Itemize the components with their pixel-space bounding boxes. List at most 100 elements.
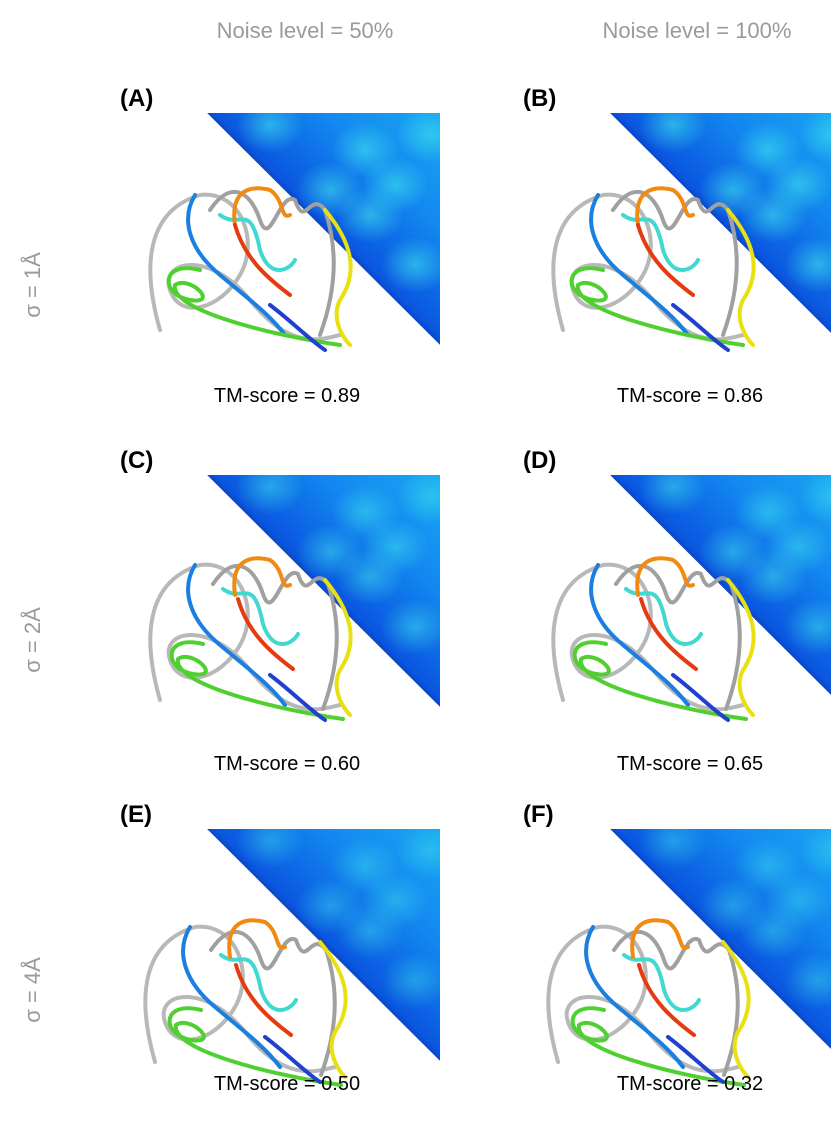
contact-blob xyxy=(639,475,707,515)
ribbon xyxy=(639,597,698,671)
ribbon xyxy=(671,303,730,352)
panel: (E) xyxy=(120,801,440,1087)
contact-map xyxy=(610,113,831,345)
contact-blob xyxy=(236,829,304,869)
contact-blob xyxy=(381,599,440,655)
contact-blob xyxy=(296,524,364,580)
ribbon xyxy=(268,303,327,352)
structure xyxy=(148,556,353,722)
ribbon xyxy=(569,266,745,347)
panel-label: (B) xyxy=(523,85,556,112)
contact-map-body xyxy=(610,113,831,345)
contact-blob xyxy=(699,878,767,934)
ribbon xyxy=(721,940,751,1079)
row-label: σ = 1Å xyxy=(20,252,45,318)
contact-blob xyxy=(799,829,831,879)
ribbon xyxy=(621,213,700,272)
structure xyxy=(551,556,756,722)
contact-map xyxy=(610,475,831,707)
ribbon xyxy=(635,186,695,227)
contact-blob xyxy=(764,873,831,929)
ribbon xyxy=(726,578,756,717)
structure xyxy=(143,918,348,1087)
ribbon xyxy=(323,578,353,717)
contact-map xyxy=(207,475,440,707)
ribbon xyxy=(234,963,293,1037)
structure xyxy=(148,186,353,352)
ribbon xyxy=(186,193,287,337)
contact-blob xyxy=(361,873,429,929)
contact-map xyxy=(207,113,440,345)
contact-map-body xyxy=(207,475,440,707)
ribbon xyxy=(635,556,695,597)
contact-blob xyxy=(784,237,831,293)
ribbon xyxy=(622,953,701,1012)
ribbon xyxy=(589,563,690,707)
panel-label: (C) xyxy=(120,447,153,474)
ribbon xyxy=(263,1035,322,1084)
ribbon xyxy=(232,556,292,597)
ribbon xyxy=(167,1006,343,1087)
ribbon xyxy=(268,673,327,722)
tm-score: TM-score = 0.60 xyxy=(214,753,360,775)
tm-score: TM-score = 0.32 xyxy=(617,1073,763,1095)
ribbon xyxy=(221,587,300,646)
contact-blob xyxy=(361,519,429,575)
ribbon xyxy=(227,918,287,959)
panel-label: (D) xyxy=(523,447,556,474)
panel: (A) xyxy=(120,85,440,352)
ribbon xyxy=(614,563,742,711)
ribbon xyxy=(148,562,342,712)
tm-score: TM-score = 0.89 xyxy=(214,385,360,407)
ribbon xyxy=(630,918,690,959)
contact-map-body xyxy=(610,475,831,707)
ribbon xyxy=(166,266,342,347)
column-header: Noise level = 50% xyxy=(217,18,394,43)
panel-label: (E) xyxy=(120,801,152,828)
panel: (C) xyxy=(120,447,440,722)
ribbon xyxy=(208,189,336,337)
contact-blob xyxy=(639,113,707,153)
ribbon xyxy=(589,193,690,337)
tm-score: TM-score = 0.65 xyxy=(617,753,763,775)
contact-blob xyxy=(296,878,364,934)
ribbon xyxy=(236,597,295,671)
tm-score: TM-score = 0.86 xyxy=(617,385,763,407)
tm-score: TM-score = 0.50 xyxy=(214,1073,360,1095)
contact-blob xyxy=(381,953,440,1009)
ribbon xyxy=(169,640,345,721)
ribbon xyxy=(612,929,740,1077)
contact-blob xyxy=(764,519,831,575)
contact-map-body xyxy=(207,113,440,345)
contact-blob xyxy=(236,113,304,153)
ribbon xyxy=(671,673,730,722)
ribbon xyxy=(637,963,696,1037)
contact-blob xyxy=(784,953,831,1009)
structure xyxy=(551,186,756,352)
contact-blob xyxy=(764,157,831,213)
row-label: σ = 2Å xyxy=(20,607,45,673)
row-label: σ = 4Å xyxy=(20,957,45,1023)
ribbon xyxy=(218,213,297,272)
panel: (B) xyxy=(523,85,831,352)
contact-blob xyxy=(799,113,831,163)
ribbon xyxy=(584,925,685,1069)
contact-blob xyxy=(799,475,831,525)
contact-blob xyxy=(236,475,304,515)
ribbon xyxy=(323,208,353,347)
ribbon xyxy=(318,940,348,1079)
ribbon xyxy=(726,208,756,347)
ribbon xyxy=(209,929,337,1077)
ribbon xyxy=(666,1035,725,1084)
contact-blob xyxy=(699,524,767,580)
ribbon xyxy=(233,223,292,297)
ribbon xyxy=(611,189,739,337)
panel-label: (F) xyxy=(523,801,554,828)
ribbon xyxy=(570,1006,746,1087)
column-header: Noise level = 100% xyxy=(603,18,792,43)
ribbon xyxy=(211,563,339,711)
ribbon xyxy=(572,640,748,721)
contact-blob xyxy=(784,599,831,655)
panel-label: (A) xyxy=(120,85,153,112)
